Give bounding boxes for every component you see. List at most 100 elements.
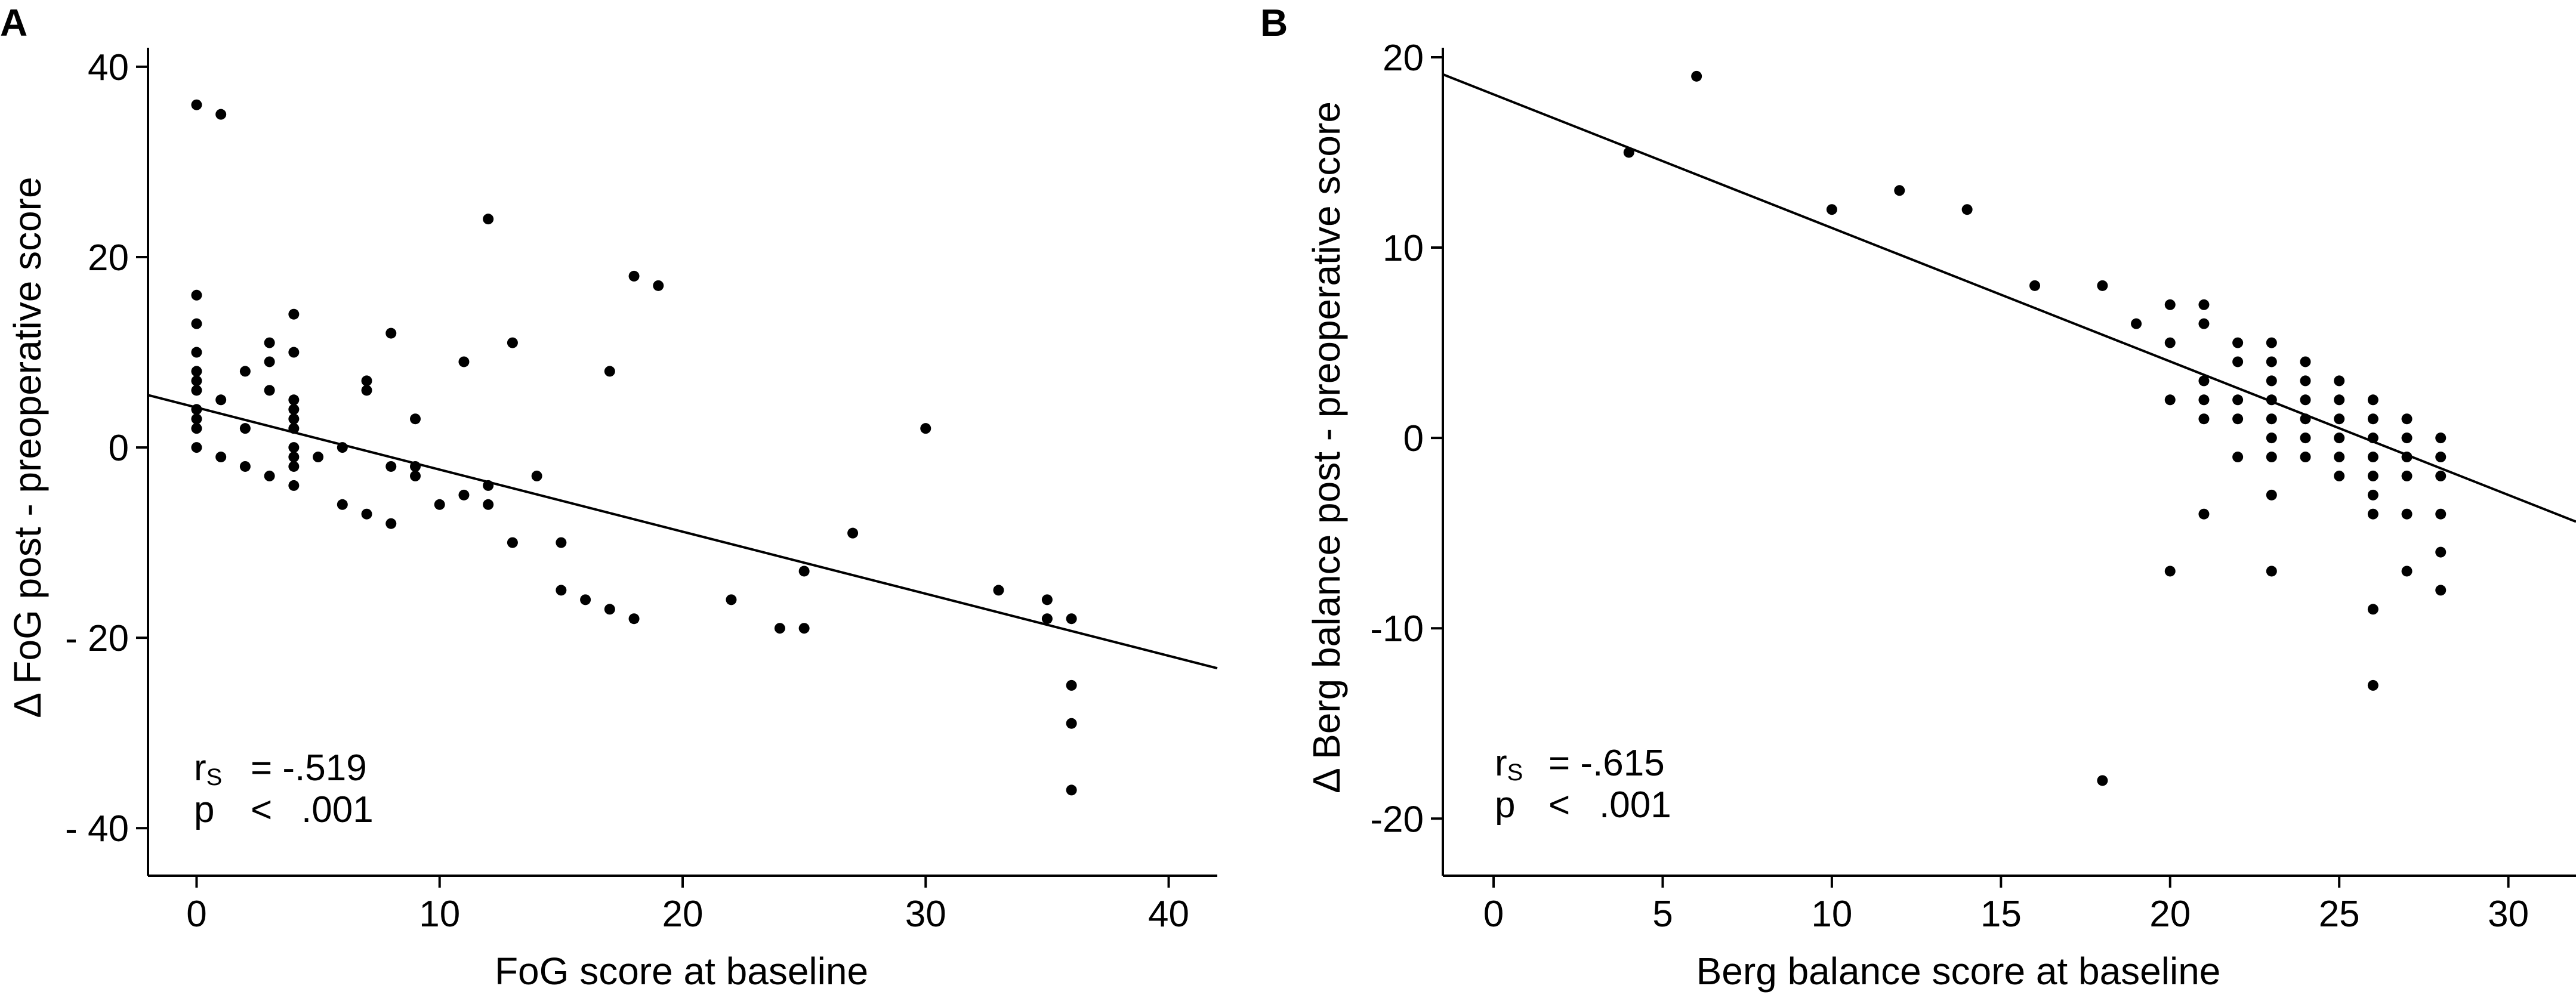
panel-b-data-point [2198,375,2210,387]
panel-b-data-point [2300,452,2311,463]
panel-b-data-point [2029,280,2041,291]
panel-b-data-point [2198,318,2210,329]
panel-b-data-point [2401,508,2413,520]
panel-a-y-tick-label: - 40 [65,808,129,849]
panel-b-data-point [2367,452,2378,463]
panel-b-data-point [2097,775,2108,786]
panel-b-x-tick-label: 0 [1483,894,1504,935]
panel-a-data-point [191,318,202,329]
panel-a-data-point [191,375,202,387]
panel-a-data-point [264,337,275,348]
panel-a-data-point [191,442,202,453]
panel-a-y-axis-title: Δ FoG post - preoperative score [6,177,49,718]
panel-a-data-point [531,470,542,481]
panel-a-data-point [385,327,397,339]
panel-a-data-point [847,527,859,539]
panel-a-data-point [628,613,640,625]
panel-b-data-point [1826,204,1837,215]
panel-b-data-point [2198,413,2210,425]
panel-a-data-point [288,452,300,463]
panel-b-data-point [2435,470,2447,481]
panel-b-data-point [2198,299,2210,310]
panel-a-data-point [1041,594,1053,605]
panel-a-data-point [288,308,300,320]
panel-a-y-tick-label: 0 [109,428,129,469]
panel-a-data-point [264,385,275,396]
panel-a-data-point [726,594,737,605]
panel-b-data-point [2367,394,2378,406]
panel-a-regression-line [147,394,1218,670]
panel-b-rs-value: = -.615 [1548,743,1665,784]
panel-a-data-point [1066,679,1077,691]
panel-a-data-point [434,499,445,510]
panel-b-data-point [2300,413,2311,425]
panel-a-data-point [215,109,227,120]
panel-b-y-tick-label: -10 [1370,608,1424,650]
panel-a-x-tick-label: 30 [905,894,946,935]
panel-b-x-axis-title: Berg balance score at baseline [1696,950,2221,993]
panel-a-data-point [313,452,324,463]
panel-a-data-point [239,366,251,377]
panel-b-data-point [2435,546,2447,558]
panel-b-data-point [2367,413,2378,425]
panel-b-data-point [2198,508,2210,520]
panel-b-data-point [2367,489,2378,500]
panel-a-data-point [337,499,348,510]
panel-a-data-point [1066,784,1077,796]
panel-b-data-point [2334,394,2345,406]
panel-b-data-point [2164,299,2176,310]
panel-a-data-point [361,375,372,387]
panel-a-data-point [580,594,591,605]
panel-a-data-point [1066,613,1077,625]
panel-a-data-point [215,452,227,463]
panel-a-data-point [410,413,421,425]
panel-b-data-point [2300,394,2311,406]
panel-a-data-point [653,280,664,291]
panel-a-data-point [774,623,785,634]
panel-a-y-tick-label: - 20 [65,618,129,659]
panel-b-rs-label: rS [1495,743,1523,786]
panel-b-data-point [2334,452,2345,463]
panel-a-data-point [288,480,300,491]
panel-a-p-operator: < [251,789,272,830]
panel-b-data-point [2334,375,2345,387]
panel-b-data-point [2401,432,2413,444]
panel-a-data-point [410,470,421,481]
panel-b-data-point [2266,394,2277,406]
panel-a-data-point [361,508,372,520]
panel-a-data-point [604,604,615,615]
panel-a-stats: rS = -.519 p < .001 [194,747,374,830]
panel-b-data-point [2266,566,2277,577]
panel-a-data-point [361,385,372,396]
panel-a-data-point [288,413,300,425]
panel-a-data-point [507,537,518,548]
panel-b-data-point [2300,432,2311,444]
panel-b-stats: rS = -.615 p < .001 [1495,743,1671,826]
panel-a-data-point [556,585,567,596]
panel-b-data-point [2300,375,2311,387]
panel-b-data-point [1894,185,1905,196]
panel-a-data-point [628,270,640,282]
panel-b-data-point [2367,470,2378,481]
panel-a-data-point [458,489,470,500]
panel-b-x-tick-label: 30 [2488,894,2529,935]
panel-a-data-point [458,356,470,367]
panel-b-data-point [2164,566,2176,577]
panel-b-data-point [2367,432,2378,444]
panel-b-y-axis-title: Δ Berg balance post - preoperative score [1305,101,1348,793]
panel-b-data-point [2266,413,2277,425]
panel-b-data-point [1691,70,1702,82]
panel-b-p-label: p [1495,784,1515,826]
panel-b-data-point [2401,470,2413,481]
panel-a-data-point [483,214,494,225]
panel-a-x-tick-label: 20 [662,894,704,935]
panel-b-data-point [2232,356,2244,367]
panel-b-data-point [2266,452,2277,463]
panel-a-data-point [288,461,300,472]
panel-a-data-point [264,356,275,367]
panel-a-data-point [798,566,810,577]
panel-b-data-point [2232,394,2244,406]
panel-b-x-tick-label: 15 [1980,894,2022,935]
panel-b-x-tick-label: 25 [2319,894,2360,935]
panel-a-data-point [385,518,397,529]
